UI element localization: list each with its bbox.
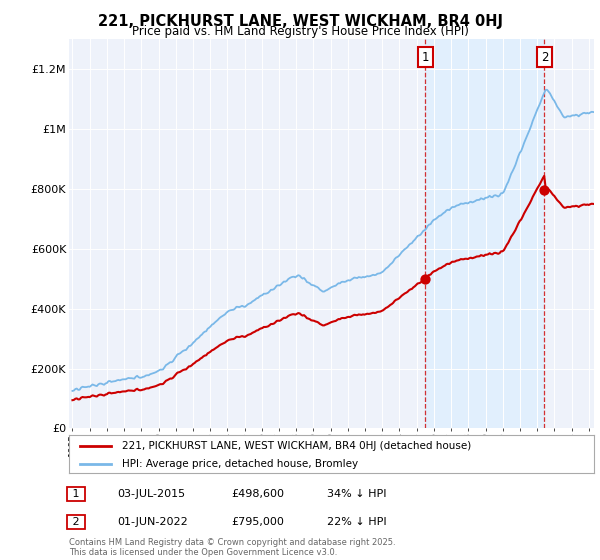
Text: HPI: Average price, detached house, Bromley: HPI: Average price, detached house, Brom… bbox=[121, 459, 358, 469]
Text: 1: 1 bbox=[69, 489, 83, 499]
Text: 22% ↓ HPI: 22% ↓ HPI bbox=[327, 517, 386, 527]
Text: Price paid vs. HM Land Registry's House Price Index (HPI): Price paid vs. HM Land Registry's House … bbox=[131, 25, 469, 38]
Text: 2: 2 bbox=[69, 517, 83, 527]
Text: 34% ↓ HPI: 34% ↓ HPI bbox=[327, 489, 386, 499]
Text: £795,000: £795,000 bbox=[231, 517, 284, 527]
Text: 03-JUL-2015: 03-JUL-2015 bbox=[117, 489, 185, 499]
Text: £498,600: £498,600 bbox=[231, 489, 284, 499]
Text: 221, PICKHURST LANE, WEST WICKHAM, BR4 0HJ: 221, PICKHURST LANE, WEST WICKHAM, BR4 0… bbox=[97, 14, 503, 29]
Text: 221, PICKHURST LANE, WEST WICKHAM, BR4 0HJ (detached house): 221, PICKHURST LANE, WEST WICKHAM, BR4 0… bbox=[121, 441, 471, 451]
Point bbox=[421, 274, 430, 283]
Text: 2: 2 bbox=[541, 50, 548, 64]
Text: Contains HM Land Registry data © Crown copyright and database right 2025.
This d: Contains HM Land Registry data © Crown c… bbox=[69, 538, 395, 557]
Point bbox=[539, 186, 549, 195]
Text: 1: 1 bbox=[422, 50, 429, 64]
Bar bbox=[425, 39, 544, 428]
Text: 01-JUN-2022: 01-JUN-2022 bbox=[117, 517, 188, 527]
